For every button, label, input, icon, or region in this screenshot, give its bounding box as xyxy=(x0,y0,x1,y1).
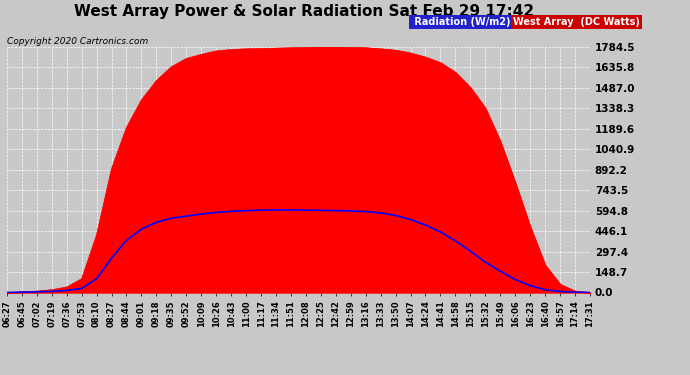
Text: West Array  (DC Watts): West Array (DC Watts) xyxy=(513,17,640,27)
Text: Radiation (W/m2): Radiation (W/m2) xyxy=(411,17,513,27)
Text: West Array Power & Solar Radiation Sat Feb 29 17:42: West Array Power & Solar Radiation Sat F… xyxy=(74,4,533,19)
Text: Copyright 2020 Cartronics.com: Copyright 2020 Cartronics.com xyxy=(7,38,148,46)
